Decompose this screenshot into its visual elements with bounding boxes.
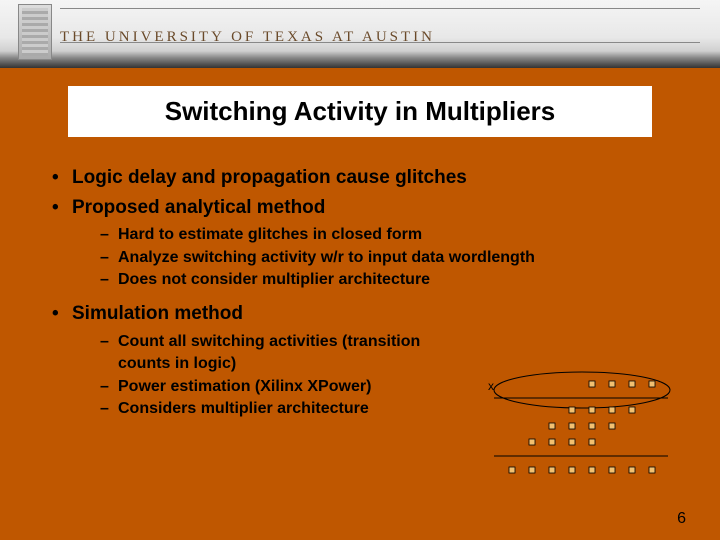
multiplier-dot-diagram: x xyxy=(472,370,672,490)
sub-bullet-text: Count all switching activities (transiti… xyxy=(118,333,420,372)
bullet-text: Simulation method xyxy=(72,303,243,324)
bullet-text: Proposed analytical method xyxy=(72,197,325,218)
sub-bullet-text: Considers multiplier architecture xyxy=(118,400,369,417)
sub-bullet-text: Power estimation (Xilinx XPower) xyxy=(118,378,371,395)
page-number: 6 xyxy=(677,510,686,528)
bullet-item: Logic delay and propagation cause glitch… xyxy=(50,165,670,191)
diagram-x-label: x xyxy=(488,379,494,393)
bullet-text: Logic delay and propagation cause glitch… xyxy=(72,167,467,188)
sub-bullet-text: Hard to estimate glitches in closed form xyxy=(118,226,422,243)
header-rule-top xyxy=(60,8,700,9)
header-rule-bottom xyxy=(60,42,700,43)
sub-bullet-text: Does not consider multiplier architectur… xyxy=(118,271,430,288)
sub-bullet-item: Considers multiplier architecture xyxy=(72,398,442,420)
sub-bullet-item: Power estimation (Xilinx XPower) xyxy=(72,376,442,398)
sub-bullet-text: Analyze switching activity w/r to input … xyxy=(118,249,535,266)
sub-bullet-item: Analyze switching activity w/r to input … xyxy=(72,247,670,269)
header-banner: THE UNIVERSITY OF TEXAS AT AUSTIN xyxy=(0,0,720,68)
sub-bullet-list: Hard to estimate glitches in closed form… xyxy=(72,224,670,291)
sub-bullet-item: Hard to estimate glitches in closed form xyxy=(72,224,670,246)
sub-bullet-item: Does not consider multiplier architectur… xyxy=(72,269,670,291)
slide-body: Switching Activity in Multipliers Logic … xyxy=(0,68,720,540)
slide-title: Switching Activity in Multipliers xyxy=(68,86,652,137)
ut-tower-icon xyxy=(18,4,52,60)
bullet-item: Proposed analytical method Hard to estim… xyxy=(50,195,670,292)
sub-bullet-item: Count all switching activities (transiti… xyxy=(72,331,442,376)
